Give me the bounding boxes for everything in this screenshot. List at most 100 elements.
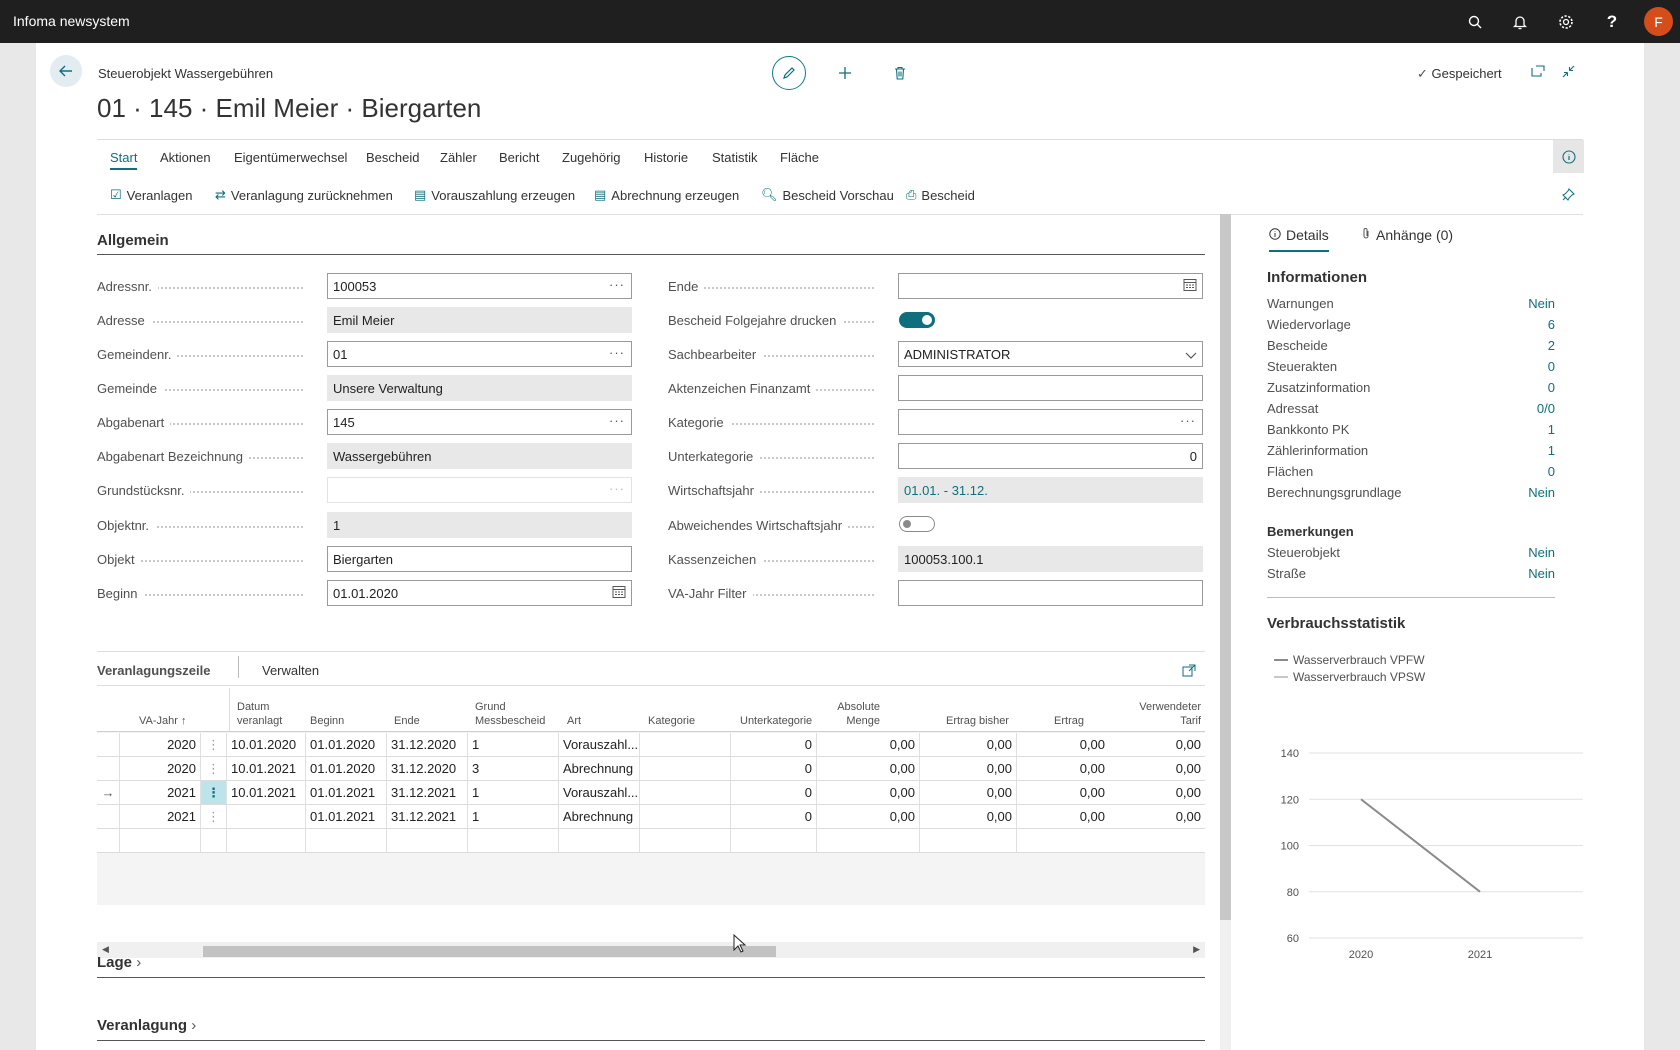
cell-empty[interactable]: [920, 829, 1017, 852]
cell-grund[interactable]: 3: [468, 757, 559, 780]
scroll-left-icon[interactable]: ◀: [102, 944, 109, 954]
menu-flaeche[interactable]: Fläche: [780, 150, 820, 165]
col-absolute-menge[interactable]: Absolute Menge: [837, 701, 880, 727]
factbox-tab-details[interactable]: Details: [1269, 227, 1329, 252]
cell-menge[interactable]: 0,00: [817, 805, 920, 828]
col-va-jahr[interactable]: VA-Jahr ↑: [139, 715, 187, 727]
cell-datum[interactable]: 10.01.2021: [227, 781, 306, 804]
cell-ertrag-bisher[interactable]: 0,00: [920, 781, 1017, 804]
cell-unterkategorie[interactable]: 0: [731, 781, 817, 804]
gemeindenr-field[interactable]: 01 ···: [327, 341, 632, 367]
row-selector[interactable]: [97, 829, 120, 852]
cell-beginn[interactable]: 01.01.2021: [306, 781, 387, 804]
col-ende[interactable]: Ende: [394, 715, 420, 727]
cell-va-jahr[interactable]: 2021: [120, 805, 201, 828]
cell-grund[interactable]: 1: [468, 805, 559, 828]
lookup-icon[interactable]: ···: [609, 277, 625, 292]
col-unterkategorie[interactable]: Unterkategorie: [740, 715, 813, 727]
avatar[interactable]: F: [1644, 7, 1673, 36]
collapse-button[interactable]: [1558, 61, 1578, 81]
cell-ertrag[interactable]: 0,00: [1079, 785, 1105, 800]
expand-lines-button[interactable]: [1179, 660, 1199, 680]
cell-kategorie[interactable]: [640, 757, 731, 780]
menu-historie[interactable]: Historie: [644, 150, 689, 165]
cell-art[interactable]: Vorauszahl...: [559, 733, 640, 756]
cell-menge[interactable]: 0,00: [817, 757, 920, 780]
table-row[interactable]: 2020 ⋮ 10.01.2020 01.01.2020 31.12.2020 …: [97, 733, 1205, 757]
lines-tab-verwalten[interactable]: Verwalten: [262, 663, 320, 678]
col-verwendeter-tarif[interactable]: Verwendeter Tarif: [1139, 701, 1201, 727]
beginn-field[interactable]: 01.01.2020: [327, 580, 632, 606]
cell-empty[interactable]: [387, 829, 468, 852]
cell-datum[interactable]: [227, 805, 306, 828]
menu-start[interactable]: Start: [110, 150, 138, 170]
cell-va-jahr[interactable]: 2020: [120, 757, 201, 780]
factbox-toggle-button[interactable]: [1553, 140, 1584, 173]
sachbearbeiter-select[interactable]: ADMINISTRATOR: [898, 341, 1203, 367]
gear-icon[interactable]: [1556, 12, 1576, 32]
cell-va-jahr[interactable]: 2020: [120, 733, 201, 756]
lines-title[interactable]: Veranlagungszeile: [97, 663, 211, 678]
cell-ertrag-bisher[interactable]: 0,00: [920, 805, 1017, 828]
lookup-icon[interactable]: ···: [1180, 413, 1196, 428]
cell-tarif[interactable]: 0,00: [1175, 809, 1201, 824]
row-selector[interactable]: [97, 805, 120, 828]
cell-tarif[interactable]: 0,00: [1175, 785, 1201, 800]
cell-va-jahr[interactable]: 2021: [120, 781, 201, 804]
abgabenart-field[interactable]: 145 ···: [327, 409, 632, 435]
action-veranlagen[interactable]: ☑ Veranlagen: [110, 187, 193, 203]
row-arrow-icon[interactable]: →: [97, 781, 120, 804]
aktenzeichen-field[interactable]: [898, 375, 1203, 401]
cell-empty[interactable]: [227, 829, 306, 852]
cell-datum[interactable]: 10.01.2021: [227, 757, 306, 780]
cell-empty[interactable]: [559, 829, 640, 852]
abweichendes-wirtschaftsjahr-toggle[interactable]: [899, 516, 935, 532]
factbox-tab-attachments[interactable]: Anhänge (0): [1361, 227, 1453, 243]
row-menu-icon[interactable]: ⋮: [201, 757, 227, 780]
col-grund-messbescheid[interactable]: Grund Messbescheid: [475, 701, 546, 727]
cell-ende[interactable]: 31.12.2021: [387, 781, 468, 804]
cell-ertrag-bisher[interactable]: 0,00: [920, 757, 1017, 780]
lookup-icon[interactable]: ···: [609, 345, 625, 360]
menu-bescheid[interactable]: Bescheid: [366, 150, 420, 165]
row-menu-icon[interactable]: ⋮: [201, 805, 227, 828]
row-menu-icon[interactable]: ⋮: [201, 733, 227, 756]
ende-field[interactable]: [898, 273, 1203, 299]
chevron-down-icon[interactable]: [1185, 348, 1197, 363]
scrollbar-thumb[interactable]: [203, 946, 776, 957]
calendar-icon[interactable]: [612, 585, 626, 601]
action-veranlagung-zuruecknehmen[interactable]: ⇄ Veranlagung zurücknehmen: [215, 187, 393, 203]
col-art[interactable]: Art: [567, 715, 582, 727]
menu-zaehler[interactable]: Zähler: [440, 150, 477, 165]
section-allgemein[interactable]: Allgemein: [97, 232, 169, 249]
cell-empty[interactable]: [731, 829, 817, 852]
unterkategorie-field[interactable]: 0: [898, 443, 1203, 469]
table-row[interactable]: 2020 ⋮ 10.01.2021 01.01.2020 31.12.2020 …: [97, 757, 1205, 781]
action-vorauszahlung-erzeugen[interactable]: ▤ Vorauszahlung erzeugen: [414, 187, 576, 203]
cell-grund[interactable]: 1: [468, 733, 559, 756]
cell-empty[interactable]: [120, 829, 201, 852]
cell-art[interactable]: Abrechnung: [559, 805, 640, 828]
menu-aktionen[interactable]: Aktionen: [160, 150, 211, 165]
action-abrechnung-erzeugen[interactable]: ▤ Abrechnung erzeugen: [594, 187, 740, 203]
edit-button[interactable]: [772, 56, 806, 90]
cell-kategorie[interactable]: [640, 733, 731, 756]
cell-grund[interactable]: 1: [468, 781, 559, 804]
scroll-right-icon[interactable]: ▶: [1193, 944, 1200, 954]
cell-menge[interactable]: 0,00: [817, 733, 920, 756]
cell-beginn[interactable]: 01.01.2021: [306, 805, 387, 828]
action-bescheid-vorschau[interactable]: 🔍︎ Bescheid Vorschau: [761, 187, 894, 203]
table-row-selected[interactable]: → 2021 ⋮ 10.01.2021 01.01.2021 31.12.202…: [97, 781, 1205, 805]
cell-menge[interactable]: 0,00: [817, 781, 920, 804]
search-icon[interactable]: [1465, 12, 1485, 32]
menu-statistik[interactable]: Statistik: [712, 150, 758, 165]
cell-unterkategorie[interactable]: 0: [731, 733, 817, 756]
cell-unterkategorie[interactable]: 0: [731, 805, 817, 828]
back-button[interactable]: [50, 55, 82, 87]
cell-empty[interactable]: [201, 829, 227, 852]
new-button[interactable]: [835, 63, 855, 83]
help-icon[interactable]: ?: [1606, 12, 1618, 31]
section-veranlagung[interactable]: Veranlagung ›: [97, 1017, 197, 1034]
section-lage[interactable]: Lage ›: [97, 954, 142, 971]
adressnr-field[interactable]: 100053 ···: [327, 273, 632, 299]
